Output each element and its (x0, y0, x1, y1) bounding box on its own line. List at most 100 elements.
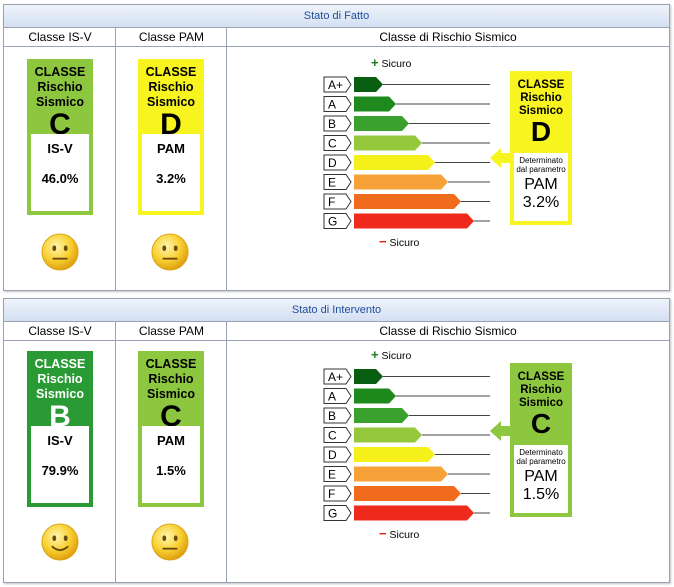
card-title-2: Rischio (37, 80, 83, 94)
scale-row-d: D (323, 446, 490, 463)
scale-row-e: E (323, 174, 490, 190)
plus-sicuro-label: Sicuro (381, 350, 412, 362)
isv-card-inner: IS-V 46.0% (31, 134, 89, 211)
card-title-3: Sismico (36, 95, 84, 109)
scale-class-box (323, 213, 352, 229)
isv-value: 79.9% (41, 463, 79, 478)
scale-row-g: G (323, 213, 490, 229)
scale-class-box (323, 446, 352, 463)
scale-class-bar (354, 96, 396, 112)
card-title-1: CLASSE (145, 65, 197, 79)
scale-class-bar (354, 447, 435, 462)
scale-class-bar (354, 369, 383, 384)
scale-row-a: A (323, 388, 490, 404)
det-line-1: Determinato (519, 156, 563, 165)
scale-class-box (323, 96, 352, 112)
scale-class-bar (354, 505, 474, 521)
minus-icon: − (379, 526, 387, 541)
scale-class-bar (354, 388, 396, 404)
result-value: 1.5% (522, 486, 560, 503)
scale-row-a: A (323, 96, 490, 112)
pointer-arrow-icon (490, 421, 512, 441)
divider (115, 27, 116, 290)
scale-class-box (323, 427, 352, 443)
result-title-2: Rischio (520, 384, 562, 396)
scale-class-bar (354, 77, 383, 92)
pam-value: 1.5% (156, 463, 186, 478)
scale-class-label: F (328, 487, 335, 501)
det-line-2: dal parametro (516, 457, 566, 466)
result-title-2: Rischio (520, 92, 562, 104)
result-param: PAM (524, 468, 558, 485)
plus-icon: + (371, 55, 379, 70)
plus-sicuro-legend: + Sicuro (371, 347, 411, 362)
scale-class-label: A+ (328, 78, 343, 92)
card-title-3: Sismico (147, 95, 195, 109)
pam-class-letter: C (160, 400, 182, 433)
scale-class-label: D (328, 156, 337, 170)
scale-class-box (323, 76, 352, 93)
isv-class-card: CLASSE Rischio Sismico B IS-V 79.9% (27, 351, 93, 507)
result-title-3: Sismico (518, 105, 564, 117)
isv-class-letter: B (49, 400, 71, 433)
scale-class-label: F (328, 195, 335, 209)
scale-class-bar (354, 194, 461, 209)
scale-row-b: B (323, 407, 490, 424)
plus-sicuro-legend: + Sicuro (371, 55, 411, 70)
column-headers: Classe IS-V Classe PAM Classe di Rischio… (4, 322, 669, 341)
pam-label: PAM (157, 433, 185, 448)
minus-sicuro-legend: − Sicuro (379, 234, 419, 249)
card-title-2: Rischio (37, 372, 83, 386)
col-header-rischio: Classe di Rischio Sismico (379, 30, 517, 44)
isv-class-letter: C (49, 108, 71, 141)
pam-value: 3.2% (156, 171, 186, 186)
scale-row-a-plus: A+ (323, 76, 490, 93)
panel-body: CLASSE Rischio Sismico B IS-V 79.9% CLAS… (4, 341, 669, 587)
result-title-3: Sismico (518, 397, 564, 409)
pam-class-card: CLASSE Rischio Sismico D PAM 3.2% (138, 59, 204, 215)
result-class-letter: D (530, 116, 552, 147)
scale-class-label: A+ (328, 370, 343, 384)
scale-class-label: E (328, 176, 336, 190)
isv-label: IS-V (47, 141, 73, 156)
neutral-smiley-icon (151, 523, 189, 561)
scale-class-bar (354, 486, 461, 501)
result-inner: Determinato dal parametro PAM 1.5% (514, 445, 568, 513)
panel-stato-di-fatto: Stato di Fatto Classe IS-V Classe PAM Cl… (3, 4, 670, 291)
scale-row-c: C (323, 135, 490, 151)
divider (226, 27, 227, 290)
scale-class-box (323, 154, 352, 171)
scale-class-bar (354, 174, 448, 190)
col-header-isv: Classe IS-V (28, 324, 92, 338)
neutral-smiley-icon (41, 233, 79, 271)
scale-class-box (323, 135, 352, 151)
plus-sicuro-label: Sicuro (381, 58, 412, 70)
minus-sicuro-label: Sicuro (389, 237, 420, 249)
det-line-2: dal parametro (516, 165, 566, 174)
result-inner: Determinato dal parametro PAM 3.2% (514, 153, 568, 221)
scale-class-bar (354, 213, 474, 229)
scale-class-box (323, 368, 352, 385)
scale-class-box (323, 466, 352, 482)
panel-title: Stato di Fatto (4, 5, 669, 28)
minus-sicuro-label: Sicuro (389, 529, 420, 541)
risk-result-card: CLASSE Rischio Sismico D Determinato dal… (510, 71, 572, 225)
col-header-pam: Classe PAM (138, 324, 205, 338)
card-title-1: CLASSE (34, 65, 86, 79)
scale-class-label: D (328, 448, 337, 462)
scale-row-f: F (323, 485, 490, 502)
pam-label: PAM (157, 141, 185, 156)
col-header-isv: Classe IS-V (28, 30, 92, 44)
scale-class-bar (354, 466, 448, 482)
panel-title: Stato di Intervento (4, 299, 669, 322)
result-class-letter: C (530, 408, 552, 439)
panel-body: CLASSE Rischio Sismico C IS-V 46.0% CLAS… (4, 47, 669, 293)
pam-class-card: CLASSE Rischio Sismico C PAM 1.5% (138, 351, 204, 507)
scale-class-box (323, 505, 352, 521)
scale-class-label: G (328, 215, 337, 229)
scale-class-bar (354, 135, 422, 151)
divider (115, 321, 116, 582)
pointer-arrow-icon (490, 148, 512, 168)
